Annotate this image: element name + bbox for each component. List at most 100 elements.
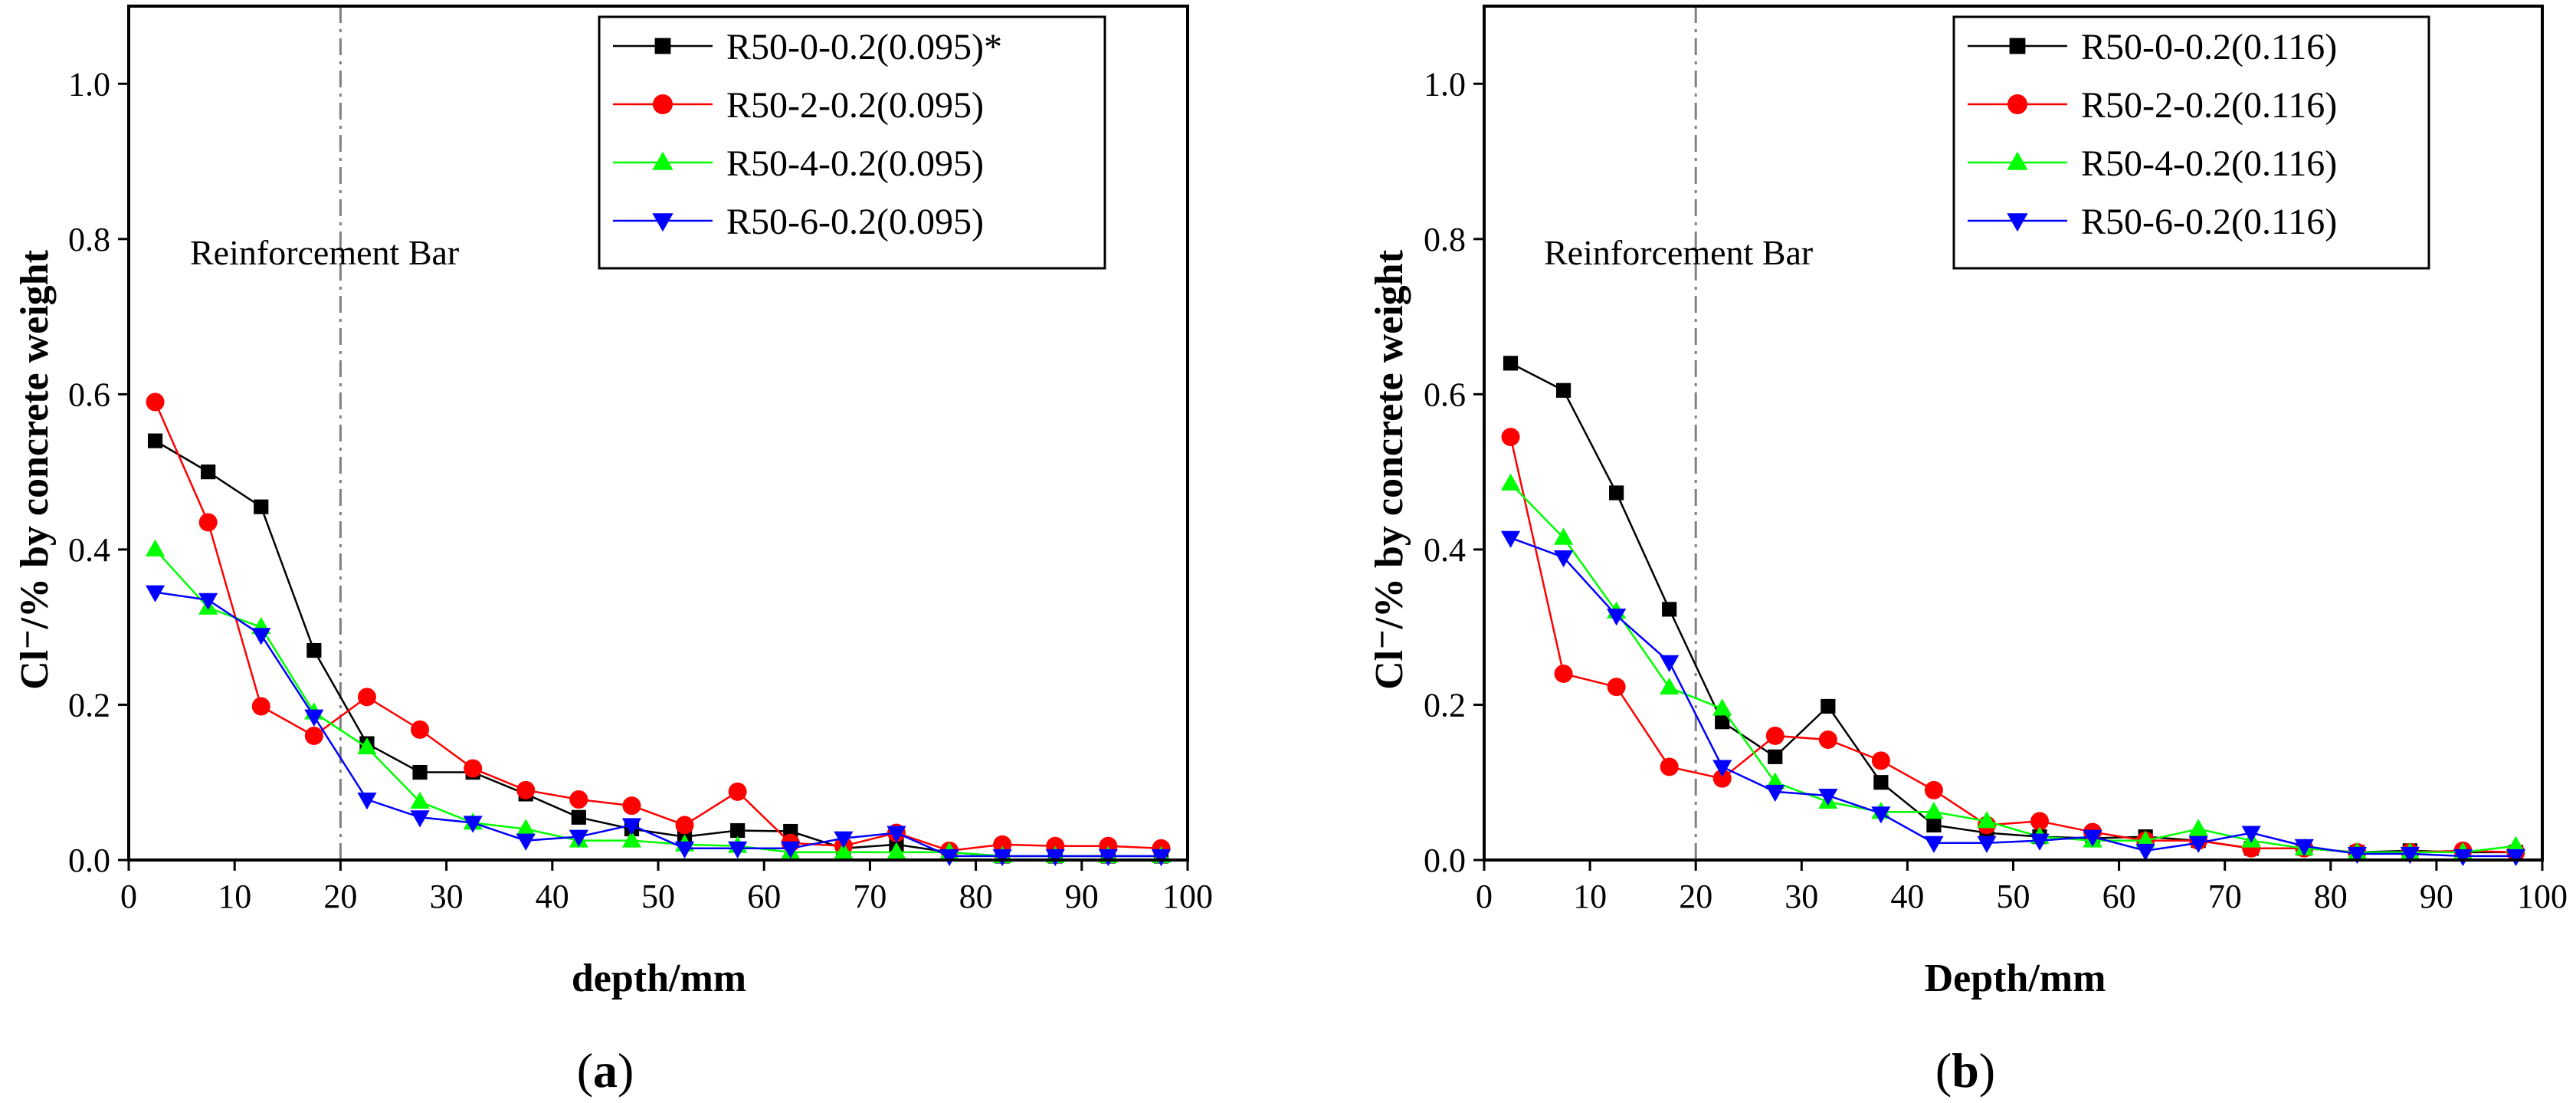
data-point [1715, 714, 1730, 730]
legend-label: R50-0-0.2(0.116) [2081, 27, 2337, 67]
data-point [1607, 608, 1627, 626]
legend-marker [2007, 213, 2028, 232]
x-tick-label-a: 10 [218, 878, 251, 915]
data-point [1662, 602, 1677, 617]
series-line [154, 440, 1162, 858]
legend-label: R50-6-0.2(0.116) [2081, 202, 2337, 242]
data-point [411, 720, 430, 739]
x-tick-label-b: 60 [2102, 878, 2136, 915]
panel-label-b-letter: b [1952, 1043, 1979, 1098]
x-tick-label-a: 20 [323, 878, 357, 915]
legend-entry: R50-2-0.2(0.116) [1968, 85, 2337, 126]
y-tick-label-b: 0.6 [1424, 376, 1466, 413]
data-point [251, 697, 270, 716]
legend-a: R50-0-0.2(0.095)* R50-2-0.2(0.095) R50-4-0… [598, 15, 1106, 270]
legend-box-a [598, 15, 1106, 270]
data-point [412, 764, 428, 780]
data-point [1818, 788, 1838, 806]
data-point [1555, 382, 1571, 398]
panel-label-a-open: ( [577, 1043, 593, 1098]
data-point [1607, 678, 1626, 697]
data-point [2030, 833, 2050, 851]
legend-box-b [1952, 15, 2430, 270]
legend-entries-a: R50-0-0.2(0.095)* R50-2-0.2(0.095) R50-4-0… [613, 27, 1002, 242]
legend-entry: R50-2-0.2(0.095) [613, 85, 984, 126]
reinforcement-bar-label-b: Reinforcement Bar [1544, 233, 1813, 272]
legend-entry: R50-4-0.2(0.095) [613, 143, 984, 184]
data-point [621, 818, 642, 835]
data-point [463, 816, 483, 833]
x-tick-label-b: 0 [1476, 878, 1493, 915]
legend-marker [654, 38, 671, 54]
data-point [1660, 655, 1680, 672]
x-tick-label-a: 50 [641, 878, 675, 915]
data-point [1871, 806, 1891, 824]
data-point [251, 628, 271, 645]
data-point [410, 810, 430, 828]
data-point [1924, 802, 1944, 819]
data-point [1500, 530, 1521, 548]
data-point [1045, 849, 1065, 867]
x-tick-label-a: 90 [1065, 878, 1099, 915]
x-tick-label-a: 40 [536, 878, 569, 915]
data-point [2400, 846, 2420, 865]
data-point [306, 642, 322, 658]
data-point [145, 585, 166, 602]
x-tick-label-b: 80 [2314, 878, 2348, 915]
x-tick-label-b: 90 [2420, 878, 2453, 915]
y-tick-label-a: 0.6 [68, 376, 110, 413]
x-tick-label-b: 70 [2208, 878, 2242, 915]
data-point [201, 465, 216, 480]
data-point [304, 726, 323, 745]
legend-marker [652, 213, 673, 232]
x-tick-label-b: 40 [1890, 878, 1924, 915]
data-point [1712, 698, 1732, 716]
data-point [1873, 775, 1889, 790]
data-point [2453, 849, 2473, 867]
x-tick-label-b: 30 [1785, 878, 1818, 915]
legend-label: R50-4-0.2(0.095) [726, 143, 984, 184]
legend-marker [653, 94, 673, 114]
data-point [516, 780, 536, 799]
data-point [622, 796, 641, 816]
data-point [1977, 835, 1997, 853]
x-tick-label-a: 100 [1162, 878, 1213, 915]
y-tick-label-a: 0.0 [68, 842, 110, 879]
panel-label-a-letter: a [593, 1043, 618, 1098]
data-point [1924, 780, 1943, 799]
series-line [1509, 436, 2516, 854]
x-tick-label-a: 70 [853, 878, 887, 915]
y-tick-label-a: 1.0 [68, 65, 110, 103]
data-point [198, 513, 218, 532]
data-point [1553, 527, 1574, 545]
data-point [1765, 726, 1785, 745]
data-point [2241, 826, 2261, 843]
legend-marker [2007, 151, 2028, 170]
data-point [2030, 812, 2050, 831]
x-tick-label-a: 80 [959, 878, 993, 915]
data-point [1924, 835, 1944, 853]
data-point [357, 737, 377, 755]
series-line [1509, 482, 2516, 854]
data-point [304, 709, 324, 727]
reinforcement-bar-label-a: Reinforcement Bar [190, 233, 459, 272]
x-axis-title-b: Depth/mm [1925, 957, 2106, 1000]
legend-entry: R50-0-0.2(0.116) [1968, 27, 2337, 67]
legend-entries-b: R50-0-0.2(0.116) R50-2-0.2(0.116) R50-4-0.… [1968, 27, 2337, 242]
legend-marker [652, 151, 673, 170]
data-point [146, 392, 165, 412]
data-point [2506, 835, 2526, 853]
data-point [1765, 784, 1785, 803]
data-point [1712, 760, 1732, 777]
legend-entry: R50-6-0.2(0.116) [1968, 202, 2337, 242]
data-point [2188, 835, 2208, 853]
y-tick-label-b: 0.4 [1424, 531, 1466, 569]
y-tick-label-b: 0.8 [1424, 221, 1466, 258]
y-tick-label-a: 0.4 [68, 531, 110, 569]
series-b-3 [1500, 473, 2526, 859]
x-tick-label-b: 100 [2517, 878, 2568, 915]
data-point [1818, 730, 1837, 750]
data-point [357, 688, 376, 707]
y-tick-label-b: 1.0 [1424, 65, 1466, 103]
legend-label: R50-2-0.2(0.095) [726, 85, 984, 126]
